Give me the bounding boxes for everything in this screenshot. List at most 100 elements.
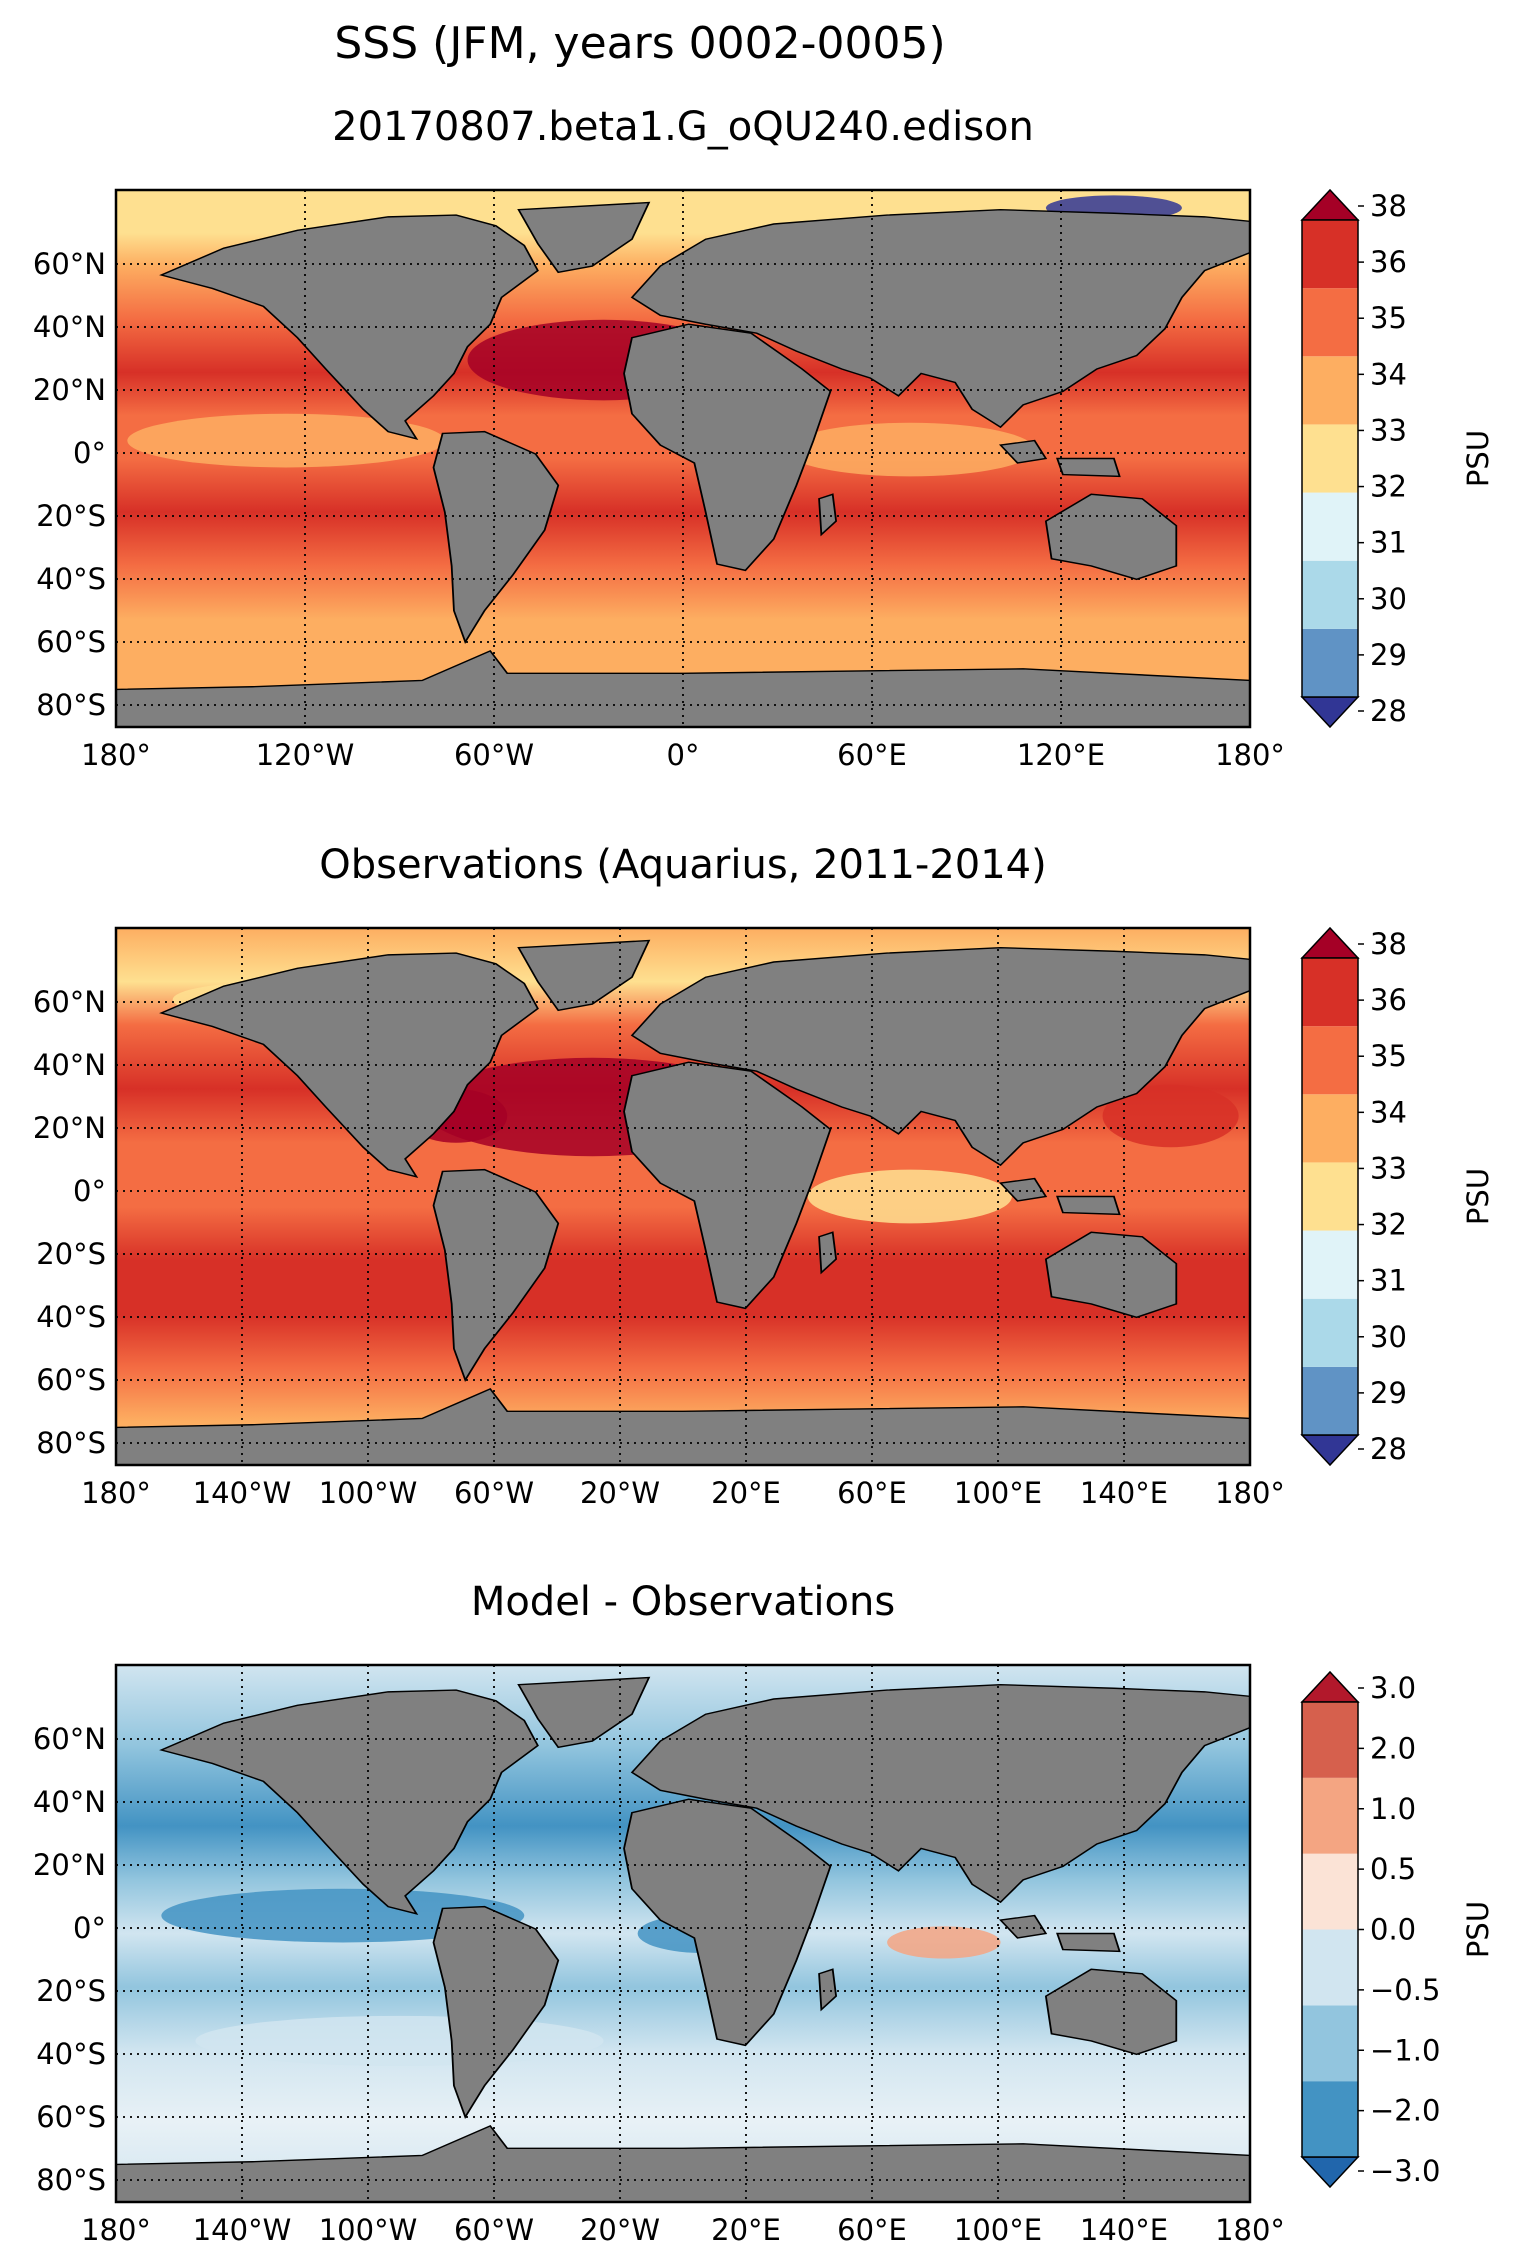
longitude-label: 60°E [837,2213,907,2247]
panel-model: 20170807.beta1.G_oQU240.edison 60°N 40°N 20… [33,104,1495,772]
colorbar-segment [1302,288,1358,357]
latitude-label: 60°N [33,985,106,1019]
latitude-label: 60°N [33,247,106,281]
salinity-patch [1102,1084,1239,1148]
longitude-label: 60°W [454,738,534,772]
colorbar: 38 36 35 34 33 32 31 30 29 28 PSU [1300,188,1495,729]
longitude-label: 100°W [319,1476,418,1510]
salinity-patch [161,1888,525,1943]
longitude-label: 120°W [256,738,355,772]
panel-title: 20170807.beta1.G_oQU240.edison [332,104,1034,150]
colorbar-tick-label: 33 [1370,413,1407,447]
colorbar-segment [1302,958,1358,1027]
colorbar-unit-label: PSU [1461,430,1495,487]
colorbar-tick-label: 31 [1370,1264,1407,1298]
colorbar-segment [1302,1853,1358,1930]
colorbar-segment [1302,1298,1358,1367]
panel-title: Model - Observations [471,1579,895,1625]
colorbar-segment [1302,356,1358,425]
map-frame [114,1663,1252,2204]
colorbar-tick-label: −0.5 [1370,1973,1440,2007]
colorbar-tick-label: 32 [1370,1208,1407,1242]
latitude-label: 0° [73,1911,106,1945]
panel-obs: Observations (Aquarius, 2011-2014) 60°N 40… [33,842,1495,1510]
colorbar-tick-label: −3.0 [1370,2154,1440,2188]
longitude-label: 20°E [711,1476,781,1510]
colorbar-segment [1302,220,1358,289]
latitude-label: 60°N [33,1722,106,1756]
colorbar-frame [1301,219,1359,698]
salinity-patch [807,1169,1012,1224]
colorbar-segment [1302,1230,1358,1299]
colorbar-tick-label: 2.0 [1370,1731,1416,1765]
colorbar-tick-label: 33 [1370,1151,1407,1185]
colorbar-segment [1302,1026,1358,1095]
longitude-label: 180° [81,738,151,772]
longitude-label: 180° [1215,738,1285,772]
colorbar-segment [1302,560,1358,629]
colorbar-extend-low [1300,2156,1360,2189]
colorbar-tick-label: 36 [1370,983,1407,1017]
colorbar-tick-label: 3.0 [1370,1671,1416,1705]
salinity-patch [195,2015,604,2066]
colorbar-tick-label: 38 [1370,189,1407,223]
longitude-label: 60°W [454,2213,534,2247]
latitude-label: 40°N [33,1785,106,1819]
latitude-label: 20°S [36,499,106,533]
colorbar-tick-label: 0.0 [1370,1913,1416,1947]
colorbar-tick-label: 36 [1370,245,1407,279]
colorbar-extend-low [1300,696,1360,729]
map-frame [114,188,1252,729]
panel-bias: Model - Observations 60°N 40°N 20°N 0° 20°S 40… [33,1579,1495,2247]
colorbar-tick-label: 32 [1370,470,1407,504]
latitude-label: 40°S [36,2037,106,2071]
colorbar: 3.0 2.0 1.0 0.5 0.0 −0.5 −1.0 −2.0 −3.0 PSU [1300,1670,1495,2189]
graticule [116,928,1250,1465]
figure-suptitle: SSS (JFM, years 0002-0005) [334,18,945,69]
latitude-label: 40°N [33,1048,106,1082]
salinity-patch [785,422,1035,477]
graticule [116,1665,1250,2202]
colorbar-tick-label: 28 [1370,694,1407,728]
latitude-label: 60°S [36,625,106,659]
map-panels: 20170807.beta1.G_oQU240.edison 60°N 40°N 20… [33,104,1495,2247]
longitude-label: 140°W [193,2213,292,2247]
colorbar-segment [1302,1366,1358,1435]
latitude-label: 20°N [33,1848,106,1882]
longitude-label: 180° [1215,2213,1285,2247]
latitude-label: 60°S [36,2100,106,2134]
latitude-label: 80°S [36,1426,106,1460]
latitude-label: 40°S [36,562,106,596]
colorbar-tick-label: 29 [1370,1376,1407,1410]
latitude-label: 20°S [36,1974,106,2008]
longitude-label: 120°E [1017,738,1105,772]
colorbar-tick-label: 28 [1370,1432,1407,1466]
colorbar-tick-label: 31 [1370,526,1407,560]
colorbar: 38 36 35 34 33 32 31 30 29 28 PSU [1300,926,1495,1467]
colorbar-segment [1302,1929,1358,2006]
longitude-label: 20°W [580,2213,660,2247]
latitude-label: 0° [73,1174,106,1208]
colorbar-segment [1302,1162,1358,1231]
colorbar-tick-label: 38 [1370,927,1407,961]
colorbar-segment [1302,1702,1358,1778]
panel-title: Observations (Aquarius, 2011-2014) [319,842,1046,888]
colorbar-extend-high [1300,1670,1360,1703]
colorbar-tick-label: −2.0 [1370,2094,1440,2128]
colorbar-segment [1302,1777,1358,1854]
latitude-label: 0° [73,436,106,470]
colorbar-segment [1302,492,1358,561]
salinity-patch [887,1926,1001,1959]
colorbar-extend-low [1300,1434,1360,1467]
longitude-label: 140°W [193,1476,292,1510]
colorbar-tick-label: 1.0 [1370,1792,1416,1826]
colorbar-segment [1302,628,1358,697]
latitude-label: 20°S [36,1237,106,1271]
longitude-label: 60°E [837,738,907,772]
latitude-label: 60°S [36,1363,106,1397]
colorbar-unit-label: PSU [1461,1168,1495,1225]
colorbar-segment [1302,2081,1358,2157]
colorbar-extend-high [1300,188,1360,221]
colorbar-tick-label: 0.5 [1370,1852,1416,1886]
